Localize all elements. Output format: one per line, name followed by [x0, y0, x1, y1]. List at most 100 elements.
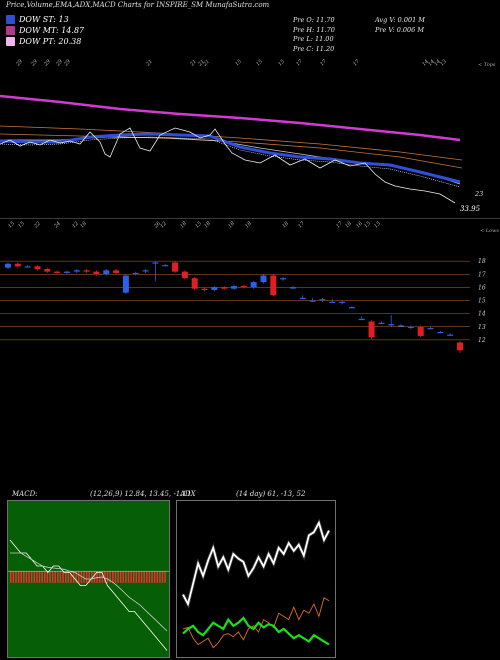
candle-date-label: 15: [194, 221, 203, 230]
legend-label-mt: DOW MT: 14.87: [19, 26, 85, 35]
adx-label: ADX: [180, 490, 196, 498]
top-upper-right-label: < Tops: [478, 62, 496, 68]
macd-hist-bar: [151, 571, 153, 583]
macd-hist-bar: [54, 571, 56, 583]
candle-body: [250, 282, 257, 288]
macd-lines: [9, 539, 168, 651]
candle-body: [73, 270, 80, 272]
candle-body: [417, 326, 424, 336]
candle-body: [54, 271, 61, 273]
candle-price-tick: 15: [478, 298, 486, 305]
candle-date-label: 18: [344, 221, 353, 230]
adx-params: (14 day) 61, -13, 52: [236, 490, 306, 498]
legend-label-pt: DOW PT: 20.38: [19, 37, 82, 46]
ohlc-open: Pre O: 11.70: [293, 16, 335, 24]
candle-date-label: 18: [281, 221, 290, 230]
legend-item-st: DOW ST: 13: [6, 15, 84, 24]
candle-date-label: 15: [363, 221, 372, 230]
macd-hist-bar: [119, 571, 122, 583]
top-price-label-2: 33.95: [460, 205, 481, 213]
candle-body: [172, 262, 179, 272]
macd-hist-bar: [59, 571, 62, 583]
candle-body: [368, 321, 375, 338]
candle-body: [240, 286, 247, 288]
candle-upper-right-label: < Lows: [480, 228, 499, 234]
legend-swatch-st: [6, 15, 15, 24]
macd-hist-bar: [17, 571, 20, 583]
macd-hist-bar: [104, 571, 106, 583]
candle-date-label: 26: [152, 220, 162, 230]
top-date-label: 21: [196, 59, 205, 68]
macd-hist-bar: [20, 571, 22, 583]
volume-pre: Pre V: 0.006 M: [375, 25, 425, 34]
candle-body: [113, 270, 120, 273]
volume-avg: Avg V: 0.001 M: [375, 16, 425, 24]
macd-hist-bar: [153, 571, 156, 583]
macd-hist-bar: [15, 571, 17, 583]
macd-hist-bar: [148, 571, 151, 583]
macd-line: [9, 539, 168, 651]
macd-hist-bar: [156, 571, 159, 583]
macd-hist-bar: [114, 571, 117, 583]
candle-body: [299, 297, 306, 300]
candle-date-label: 12: [159, 221, 168, 230]
top-date-label: 17: [352, 58, 361, 67]
macd-hist-bar: [122, 571, 125, 583]
candle-date-label: 15: [17, 221, 26, 230]
candle-body: [211, 287, 218, 290]
top-price-label-1: 23: [474, 190, 483, 198]
macd-hist-bar: [83, 571, 85, 583]
candle-body: [34, 266, 41, 269]
top-date-label: 29: [29, 58, 39, 68]
top-date-label: 21: [201, 59, 210, 68]
macd-hist-bar: [67, 571, 70, 583]
legend-item-pt: DOW PT: 20.38: [6, 37, 84, 46]
adx-line: [182, 616, 330, 646]
macd-hist-bar: [164, 571, 166, 583]
candle-body: [437, 332, 444, 334]
macd-hist-bar: [96, 571, 98, 583]
macd-hist-bar: [140, 571, 143, 583]
legend-swatch-pt: [6, 37, 15, 46]
candle-body: [181, 271, 188, 279]
ema-long-line-2: [0, 133, 463, 169]
top-date-label: 29: [14, 58, 24, 68]
macd-hist-bar: [70, 571, 72, 583]
macd-hist-bar: [85, 571, 88, 583]
top-date-label: 29: [62, 58, 72, 68]
candle-date-label: 12: [71, 221, 80, 230]
macd-params: (12,26,9) 12.84, 13.45, -1.11: [90, 490, 192, 498]
macd-hist-bar: [33, 571, 36, 583]
macd-hist-bar: [109, 571, 111, 583]
candle-price-tick: 14: [478, 311, 486, 318]
macd-signal-line: [10, 552, 168, 632]
candle-date-label: 18: [79, 221, 88, 230]
top-date-label: 14: [421, 59, 430, 68]
macd-hist-bar: [57, 571, 59, 583]
macd-hist-bar: [130, 571, 132, 583]
top-date-label: 21: [188, 59, 197, 68]
adx-plus-di-line: [182, 520, 330, 607]
macd-hist-bar: [91, 571, 93, 583]
top-date-label: 17: [319, 58, 328, 67]
macd-hist-bar: [46, 571, 49, 583]
macd-hist-bar: [146, 571, 148, 583]
candle-body: [122, 275, 129, 293]
macd-hist-bar: [159, 571, 161, 583]
candle-date-label: 17: [335, 220, 344, 229]
candle-body: [388, 324, 395, 326]
ohlc-readout: Pre O: 11.70 Pre H: 11.70 Pre L: 11.00 P…: [293, 16, 335, 54]
top-date-label: 13: [439, 59, 448, 68]
candle-date-label: 18: [179, 221, 188, 230]
macd-hist-bar: [62, 571, 64, 583]
candle-body: [5, 263, 11, 268]
candle-date-label: 18: [227, 221, 236, 230]
candle-date-label: 16: [355, 220, 364, 229]
candle-body: [63, 271, 70, 273]
candle-body: [329, 301, 336, 304]
candle-body: [358, 318, 365, 321]
